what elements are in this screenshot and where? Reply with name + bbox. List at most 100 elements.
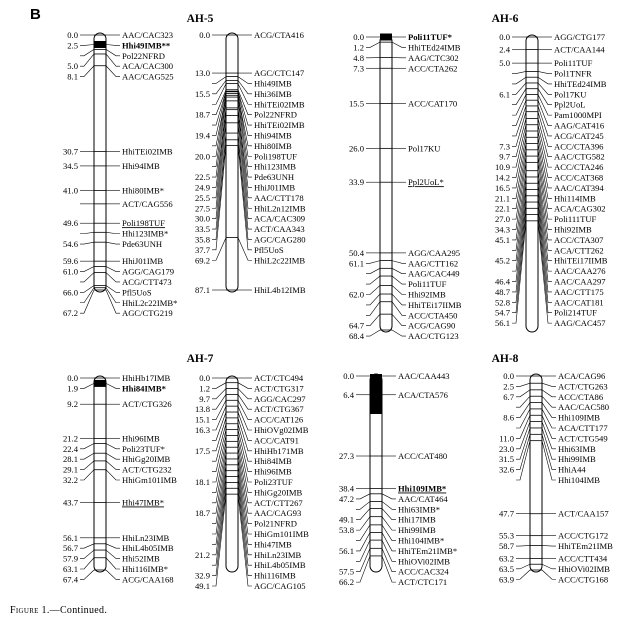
marker-connector [537,208,552,303]
marker-label: ACT/CTC494 [254,373,304,383]
marker-position: 38.4 [339,484,355,494]
marker-connector [537,82,552,95]
marker-position: 15.5 [349,98,364,108]
marker-connector [237,400,252,420]
marker-position: 7.3 [499,141,510,151]
marker-position: 47.7 [499,509,515,519]
marker-position: 2.5 [67,40,78,50]
position-connector [356,548,371,573]
marker-label: Poli198TUF [122,218,165,228]
marker-position: 57.9 [63,554,78,564]
marker-label: Poli11TUF [408,279,447,289]
marker-label: ACC/CTA246 [554,162,604,172]
position-connector [512,149,527,210]
marker-label: Hhi52IMB [122,554,160,564]
position-connector [512,195,527,282]
position-connector [212,89,227,115]
marker-position: 50.4 [349,248,365,258]
marker-connector [237,447,252,504]
chromosome-bar-group: AAC/CAA443 0.0 ACA/CTA576 6.4 ACC/CAT480 27.3… [339,371,457,587]
position-connector [512,189,527,272]
marker-connector [537,124,552,168]
marker-connector [105,469,120,481]
position-connector [212,97,227,167]
marker-position: 68.4 [349,331,365,341]
position-connector [80,383,95,389]
marker-position: 1.9 [67,383,78,393]
marker-connector [237,464,252,535]
marker-position: 69.2 [195,255,210,265]
marker-connector [237,382,252,389]
marker-position: 1.2 [353,42,364,52]
marker-connector [237,89,252,115]
marker-position: 52.8 [495,297,510,307]
marker-connector [381,501,396,510]
marker-connector [537,94,552,116]
marker-label: Hhi84IMB [254,456,292,466]
position-connector [212,429,227,472]
position-connector [212,91,227,126]
marker-connector [105,569,120,580]
position-connector [356,524,371,541]
position-connector [512,105,527,137]
marker-label: Hhi63IMB [558,444,596,454]
position-connector [212,95,227,147]
marker-label: HhiL4b05IMB [254,560,306,570]
marker-position: 7.3 [353,63,364,73]
marker-connector [237,97,252,167]
marker-label: Hhi94IMB [122,161,160,171]
position-connector [212,122,227,219]
marker-position: 32.9 [195,571,210,581]
marker-position: 0.0 [353,32,364,42]
marker-label: AGC/CAG105 [254,581,306,591]
position-connector [366,285,381,295]
marker-position: 48.7 [495,287,511,297]
marker-position: 63.5 [499,564,514,574]
marker-position: 57.5 [339,567,354,577]
marker-label: Ppl2UoL [554,100,586,110]
marker-position: 49.1 [339,515,354,525]
marker-position: 49.6 [63,218,79,228]
marker-label: ACC/CAT480 [398,451,447,461]
position-connector [80,241,95,245]
marker-label: Ppl2UoL* [408,177,444,187]
marker-position: 63.9 [499,574,514,584]
marker-connector [237,122,252,219]
marker-position: 66.0 [63,287,78,297]
marker-label: Poli11TUF* [408,32,452,42]
position-connector [80,452,95,460]
marker-label: AAC/CAG93 [254,508,301,518]
marker-label: Pol21NFRD [254,519,297,529]
marker-position: 9.2 [67,399,78,409]
marker-connector [537,149,552,210]
marker-position: 33.5 [195,224,210,234]
marker-label: HhiTEm21IMB [558,541,613,551]
marker-connector [391,268,406,274]
marker-position: 49.1 [195,581,210,591]
marker-connector [391,301,406,316]
marker-label: HhiTEi02IMB [122,146,173,156]
marker-connector [237,139,252,240]
position-connector [212,109,227,199]
marker-position: 0.0 [199,30,210,40]
marker-position: 24.9 [195,182,210,192]
position-connector [212,417,227,452]
marker-label: AAC/CAT464 [398,494,448,504]
position-connector [516,434,531,470]
marker-connector [105,443,120,450]
marker-connector [541,434,556,470]
position-connector [212,133,227,230]
position-connector [366,275,381,285]
marker-position: 18.7 [195,110,211,120]
marker-label: HhiOVg02IMB [254,425,309,435]
marker-label: HhiTEi17IIMB [408,300,462,310]
position-connector [512,202,527,293]
marker-position: 21.1 [495,193,510,203]
position-connector [212,447,227,504]
chromosome-bar-group: AGG/CTG177 0.0 ACT/CAA144 2.4 Poli11TUF 5.0 Po… [495,32,608,333]
position-connector [512,88,527,106]
position-connector [80,443,95,450]
marker-label: HhiJ01IMB [122,256,163,266]
marker-connector [381,548,396,573]
marker-label: ACA/CAC300 [122,61,173,71]
